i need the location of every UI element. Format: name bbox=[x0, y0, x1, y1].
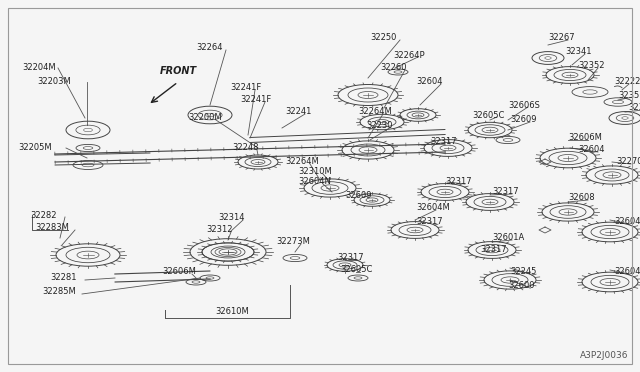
Text: 32606M: 32606M bbox=[162, 267, 196, 276]
Text: 32350M: 32350M bbox=[628, 103, 640, 112]
Text: 32245: 32245 bbox=[510, 267, 536, 276]
Text: 32264M: 32264M bbox=[358, 108, 392, 116]
Text: 32260: 32260 bbox=[380, 64, 406, 73]
Text: 32282: 32282 bbox=[30, 211, 56, 219]
Text: 32604: 32604 bbox=[578, 145, 605, 154]
Text: 32312: 32312 bbox=[206, 225, 232, 234]
Text: 32203M: 32203M bbox=[37, 77, 71, 87]
Text: 32317: 32317 bbox=[492, 187, 518, 196]
Text: 32310M: 32310M bbox=[298, 167, 332, 176]
Text: 32283M: 32283M bbox=[35, 224, 69, 232]
Text: 32281: 32281 bbox=[50, 273, 77, 282]
Text: 32241F: 32241F bbox=[240, 96, 271, 105]
Text: 32317: 32317 bbox=[480, 246, 507, 254]
Text: 32264M: 32264M bbox=[285, 157, 319, 167]
Text: 32606M: 32606M bbox=[568, 134, 602, 142]
Text: 32250: 32250 bbox=[370, 33, 396, 42]
Text: 32601A: 32601A bbox=[492, 234, 524, 243]
Text: 32317: 32317 bbox=[337, 253, 364, 263]
Text: 32610M: 32610M bbox=[215, 308, 249, 317]
Text: 32604: 32604 bbox=[416, 77, 442, 87]
Text: 32352: 32352 bbox=[578, 61, 605, 71]
Text: 32314: 32314 bbox=[218, 214, 244, 222]
Text: 32604M: 32604M bbox=[416, 203, 450, 212]
Text: 32351: 32351 bbox=[618, 90, 640, 99]
Text: 32341: 32341 bbox=[565, 48, 591, 57]
Text: 32600: 32600 bbox=[508, 280, 534, 289]
Text: 32606S: 32606S bbox=[508, 100, 540, 109]
Text: 32264: 32264 bbox=[196, 44, 223, 52]
Text: 32273M: 32273M bbox=[276, 237, 310, 247]
Text: 32267: 32267 bbox=[548, 33, 575, 42]
Text: 32204M: 32204M bbox=[22, 64, 56, 73]
Text: 32222: 32222 bbox=[614, 77, 640, 87]
Text: 32205M: 32205M bbox=[18, 144, 52, 153]
Text: 32317: 32317 bbox=[430, 138, 456, 147]
Text: 32285M: 32285M bbox=[42, 288, 76, 296]
Text: 32609: 32609 bbox=[510, 115, 536, 125]
Text: 32248: 32248 bbox=[232, 144, 259, 153]
Text: 32608: 32608 bbox=[568, 193, 595, 202]
Text: 32200M: 32200M bbox=[188, 113, 221, 122]
Text: A3P2J0036: A3P2J0036 bbox=[579, 351, 628, 360]
Text: 32270: 32270 bbox=[616, 157, 640, 167]
Text: 32604M: 32604M bbox=[614, 267, 640, 276]
Text: 32605C: 32605C bbox=[472, 110, 504, 119]
Text: 32264P: 32264P bbox=[393, 51, 424, 60]
Text: 32317: 32317 bbox=[416, 218, 443, 227]
Text: 32604N: 32604N bbox=[298, 177, 331, 186]
Text: 32317: 32317 bbox=[445, 177, 472, 186]
Text: 32609: 32609 bbox=[345, 190, 371, 199]
Text: FRONT: FRONT bbox=[159, 66, 196, 76]
Text: 32230: 32230 bbox=[366, 121, 392, 129]
Text: 32604M: 32604M bbox=[614, 218, 640, 227]
Text: 32241F: 32241F bbox=[230, 83, 261, 93]
Text: 32241: 32241 bbox=[285, 108, 312, 116]
Text: 32605C: 32605C bbox=[340, 266, 372, 275]
